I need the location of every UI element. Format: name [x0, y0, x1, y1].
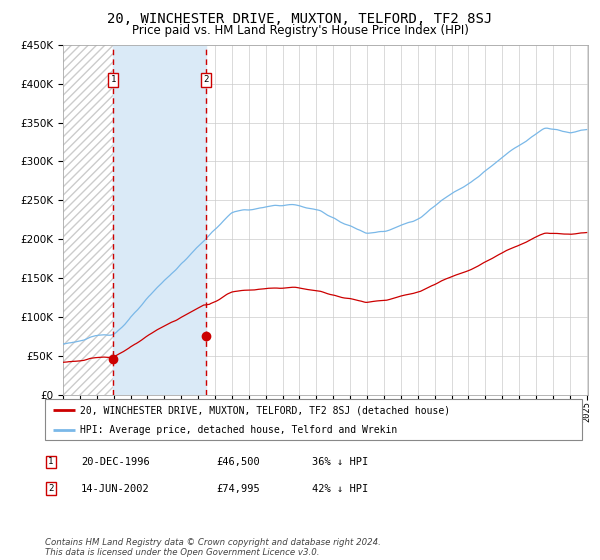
Bar: [63, 45, 113, 395]
Text: 14-JUN-2002: 14-JUN-2002: [81, 484, 150, 494]
Text: 2: 2: [203, 75, 208, 85]
Text: 42% ↓ HPI: 42% ↓ HPI: [312, 484, 368, 494]
Text: HPI: Average price, detached house, Telford and Wrekin: HPI: Average price, detached house, Telf…: [80, 424, 397, 435]
Text: Contains HM Land Registry data © Crown copyright and database right 2024.
This d: Contains HM Land Registry data © Crown c…: [45, 538, 381, 557]
Text: £46,500: £46,500: [216, 457, 260, 467]
Bar: [113, 45, 206, 395]
Text: Price paid vs. HM Land Registry's House Price Index (HPI): Price paid vs. HM Land Registry's House …: [131, 24, 469, 36]
Text: 20, WINCHESTER DRIVE, MUXTON, TELFORD, TF2 8SJ (detached house): 20, WINCHESTER DRIVE, MUXTON, TELFORD, T…: [80, 405, 450, 415]
Text: £74,995: £74,995: [216, 484, 260, 494]
Text: 2: 2: [49, 484, 53, 493]
Text: 20, WINCHESTER DRIVE, MUXTON, TELFORD, TF2 8SJ: 20, WINCHESTER DRIVE, MUXTON, TELFORD, T…: [107, 12, 493, 26]
Text: 1: 1: [49, 458, 53, 466]
Text: 36% ↓ HPI: 36% ↓ HPI: [312, 457, 368, 467]
Text: 1: 1: [110, 75, 116, 85]
Text: 20-DEC-1996: 20-DEC-1996: [81, 457, 150, 467]
